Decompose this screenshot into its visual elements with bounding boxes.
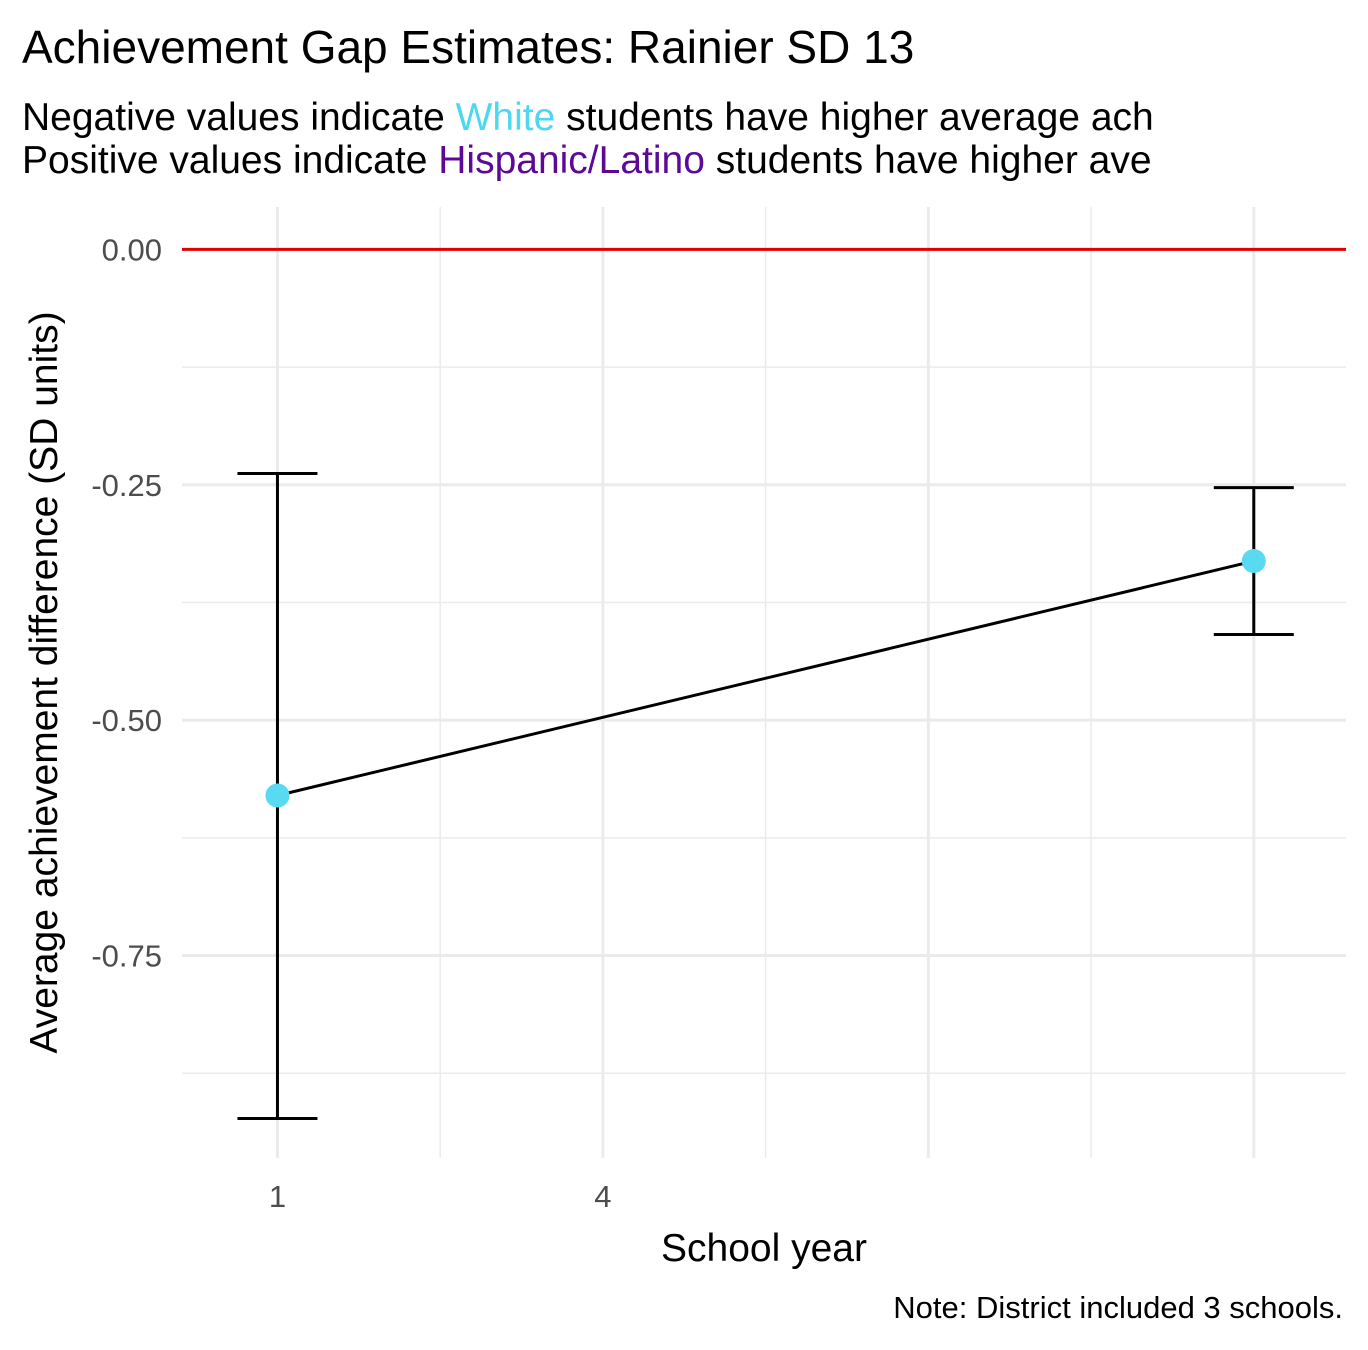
x-tick-label: 1 xyxy=(269,1179,286,1214)
y-tick-label: -0.50 xyxy=(91,703,162,738)
x-tick-label: 4 xyxy=(594,1179,611,1214)
y-tick-label: 0.00 xyxy=(102,232,162,267)
y-axis-title: Average achievement difference (SD units… xyxy=(23,311,66,1053)
series-line xyxy=(277,559,1255,797)
subtitle-hispanic-label: Hispanic/Latino xyxy=(438,139,705,182)
chart-title: Achievement Gap Estimates: Rainier SD 13 xyxy=(22,21,915,73)
subtitle-white-label: White xyxy=(455,96,556,139)
y-tick-label: -0.25 xyxy=(91,468,162,503)
subtitle-line-1-start: Negative values indicate xyxy=(22,96,456,139)
x-axis-title: School year xyxy=(661,1227,867,1270)
data-point xyxy=(1241,549,1266,574)
subtitle-line-1-end: students have higher average ach xyxy=(555,96,1154,139)
y-tick-label: -0.75 xyxy=(91,939,162,974)
data-point xyxy=(265,783,290,808)
subtitle-line-2-start: Positive values indicate xyxy=(22,139,439,182)
subtitle-line-2-end: students have higher ave xyxy=(704,139,1152,182)
subtitle-line-2: Positive values indicate Hispanic/Latino… xyxy=(22,141,1152,180)
subtitle-line-1: Negative values indicate White students … xyxy=(22,98,1154,137)
caption-note: Note: District included 3 schools. xyxy=(893,1290,1343,1325)
